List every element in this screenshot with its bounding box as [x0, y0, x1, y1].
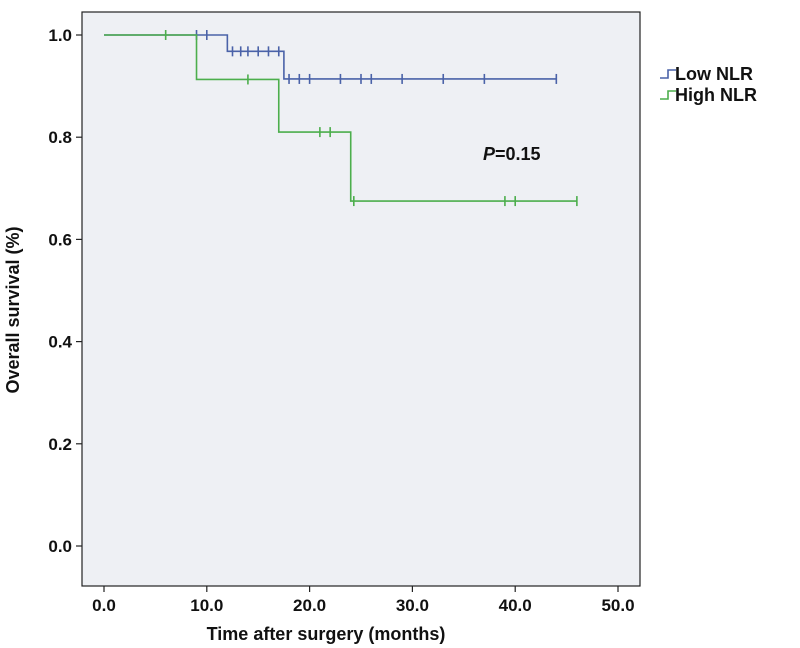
y-axis-title: Overall survival (%)	[3, 226, 23, 393]
x-tick-label: 50.0	[601, 596, 634, 615]
y-axis: 0.0 0.2 0.4 0.6 0.8 1.0	[48, 26, 82, 556]
series-layer	[104, 30, 578, 207]
legend-swatch	[660, 69, 676, 79]
p-value-annotation: P=0.15	[483, 144, 541, 164]
y-tick-label: 0.0	[48, 537, 72, 556]
survival-curve	[104, 34, 577, 202]
legend-label: High NLR	[675, 85, 757, 105]
x-tick-label: 30.0	[396, 596, 429, 615]
x-tick-label: 10.0	[190, 596, 223, 615]
x-axis-title: Time after surgery (months)	[207, 624, 446, 644]
plot-area	[81, 11, 641, 587]
x-tick-label: 20.0	[293, 596, 326, 615]
y-tick-label: 0.2	[48, 435, 72, 454]
y-tick-label: 0.8	[48, 128, 72, 147]
series-1	[104, 30, 578, 207]
legend-label: Low NLR	[675, 64, 753, 84]
p-value-italic: P	[483, 144, 496, 164]
x-tick-label: 0.0	[92, 596, 116, 615]
x-axis: 0.0 10.0 20.0 30.0 40.0 50.0	[92, 586, 635, 615]
x-tick-label: 40.0	[499, 596, 532, 615]
y-tick-label: 0.6	[48, 230, 72, 249]
y-tick-label: 1.0	[48, 26, 72, 45]
p-value-text: =0.15	[495, 144, 541, 164]
y-tick-label: 0.4	[48, 333, 72, 352]
legend-swatch	[660, 90, 676, 100]
